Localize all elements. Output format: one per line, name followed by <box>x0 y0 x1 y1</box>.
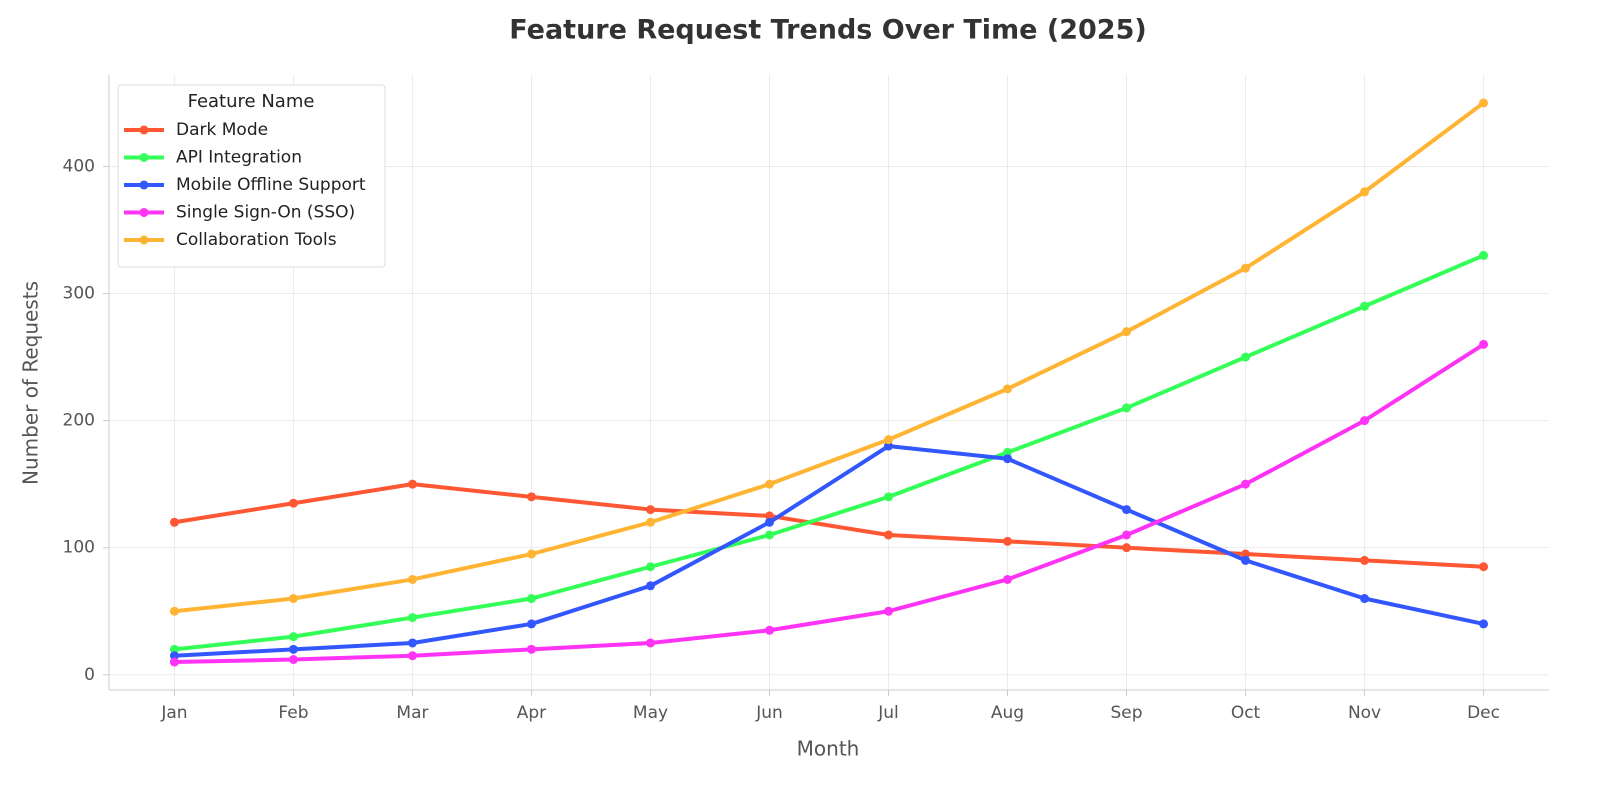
data-point <box>169 651 179 661</box>
x-tick-label: Jan <box>160 703 187 723</box>
data-point <box>884 530 894 540</box>
y-tick-label: 300 <box>63 284 95 304</box>
data-point <box>1479 562 1489 572</box>
y-tick-label: 200 <box>63 411 95 431</box>
data-point <box>764 511 774 521</box>
x-tick-label: Aug <box>991 703 1024 723</box>
series-line <box>174 444 1484 658</box>
data-point <box>1122 530 1132 540</box>
data-point <box>1360 416 1370 426</box>
x-tick-label: Feb <box>278 703 308 723</box>
data-point <box>1360 187 1370 197</box>
legend-marker <box>139 153 149 162</box>
data-point <box>288 498 298 508</box>
data-point <box>1122 505 1132 515</box>
data-point <box>169 644 179 654</box>
x-tick-label: Sep <box>1110 703 1142 723</box>
legend-label: Dark Mode <box>176 120 268 140</box>
data-point <box>1360 301 1370 311</box>
data-point <box>1122 327 1132 337</box>
data-point <box>764 530 774 540</box>
legend-marker <box>139 125 149 135</box>
data-point <box>645 562 655 572</box>
data-point <box>1241 555 1251 565</box>
data-point <box>1241 352 1251 362</box>
y-axis-label: Number of Requests <box>19 281 43 485</box>
x-tick-label: Jul <box>877 703 899 723</box>
legend-marker <box>139 235 149 245</box>
data-point <box>1479 250 1489 260</box>
data-point <box>526 619 536 629</box>
data-point <box>288 594 298 604</box>
data-point <box>526 594 536 604</box>
data-point <box>645 638 655 648</box>
data-point <box>1122 543 1132 553</box>
y-tick-label: 400 <box>63 156 95 176</box>
data-point <box>645 581 655 591</box>
data-point <box>645 505 655 515</box>
y-tick-label: 0 <box>84 665 95 685</box>
data-point <box>169 657 179 667</box>
data-point <box>1241 549 1251 559</box>
data-point <box>1003 536 1013 546</box>
legend-label: Mobile Offline Support <box>176 175 366 195</box>
legend-label: API Integration <box>176 148 302 168</box>
legend-title: Feature Name <box>188 91 315 112</box>
chart-title: Feature Request Trends Over Time (2025) <box>509 15 1146 46</box>
x-tick-label: Nov <box>1348 703 1381 723</box>
series-line <box>174 482 1484 569</box>
data-point <box>1003 384 1013 394</box>
data-point <box>1003 454 1013 464</box>
data-point <box>1479 98 1489 108</box>
data-point <box>1003 447 1013 457</box>
x-tick-label: Mar <box>396 703 428 723</box>
data-point <box>1241 479 1251 489</box>
data-point <box>407 638 417 648</box>
data-point <box>764 479 774 489</box>
x-tick-label: May <box>633 703 668 723</box>
data-point <box>884 441 894 451</box>
y-tick-label: 100 <box>63 538 95 558</box>
data-point <box>407 574 417 584</box>
data-point <box>1122 403 1132 413</box>
data-point <box>1360 555 1370 565</box>
data-point <box>645 517 655 527</box>
data-point <box>764 625 774 635</box>
data-point <box>884 606 894 616</box>
data-point <box>1479 339 1489 349</box>
data-point <box>884 435 894 445</box>
data-point <box>526 492 536 502</box>
data-point <box>407 651 417 661</box>
x-tick-label: Dec <box>1467 703 1500 723</box>
legend-box <box>117 84 386 268</box>
series-line <box>174 342 1485 665</box>
legend: Feature Name Dark Mode API Integration Mobi… <box>117 84 386 268</box>
data-point <box>288 644 298 654</box>
x-axis-label: Month <box>797 737 860 761</box>
data-point <box>1360 594 1370 604</box>
data-point <box>288 655 298 665</box>
legend-label: Single Sign-On (SSO) <box>176 203 355 223</box>
series-line <box>174 101 1485 614</box>
series-line <box>174 253 1485 652</box>
data-point <box>169 606 179 616</box>
data-point <box>1479 619 1489 629</box>
data-point <box>169 517 179 527</box>
data-point <box>526 644 536 654</box>
data-point <box>288 632 298 642</box>
data-point <box>407 479 417 489</box>
legend-label: Collaboration Tools <box>176 230 337 250</box>
data-point <box>884 492 894 502</box>
data-point <box>764 517 774 527</box>
data-point <box>407 613 417 623</box>
x-tick-label: Jun <box>755 703 783 723</box>
x-tick-label: Oct <box>1231 703 1261 723</box>
data-point <box>526 549 536 559</box>
data-point <box>1241 263 1251 273</box>
legend-marker <box>139 208 149 217</box>
data-point <box>1003 574 1013 584</box>
x-tick-label: Apr <box>517 703 546 723</box>
legend-marker <box>139 180 149 190</box>
